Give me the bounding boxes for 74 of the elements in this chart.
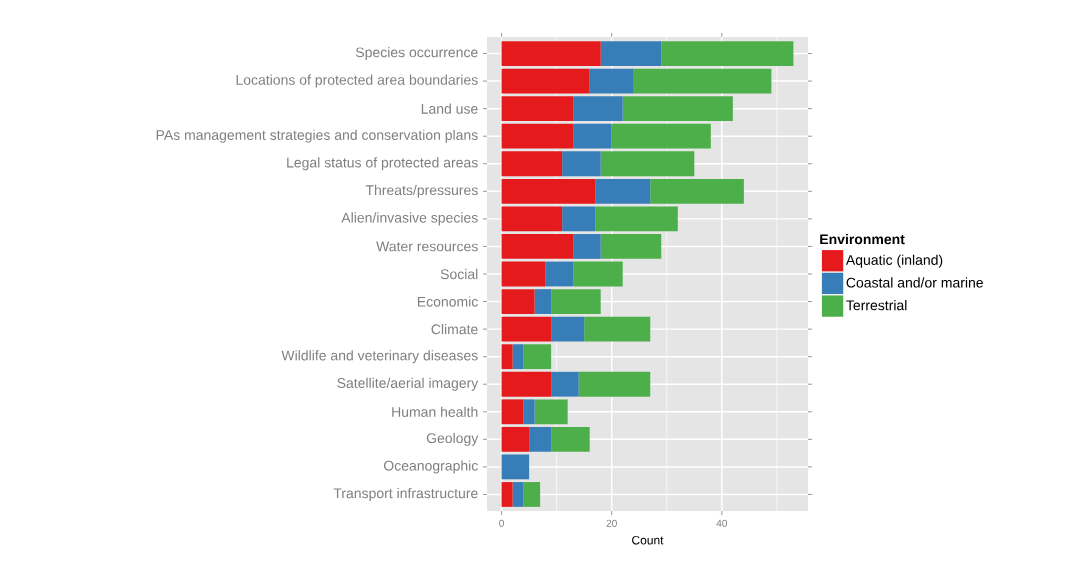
bar (534, 399, 568, 425)
bar (622, 96, 733, 122)
y-tick-label: Wildlife and veterinary diseases (281, 350, 478, 364)
bar (501, 123, 574, 149)
y-tick-label: Alien/invasive species (341, 212, 478, 226)
bar (551, 316, 585, 342)
bar (589, 68, 634, 94)
bar (501, 399, 524, 425)
bar (551, 289, 601, 314)
bar (501, 289, 535, 314)
legend-title: Environment (820, 233, 905, 245)
y-tick-label: Legal status of protected areas (287, 157, 478, 171)
bar (501, 234, 574, 259)
bar (512, 482, 524, 507)
bar (573, 96, 623, 122)
bar (501, 482, 513, 507)
y-tick-label: Species occurrence (355, 47, 478, 61)
legend-label: Terrestrial (846, 300, 907, 311)
y-tick-label: Oceanographic (384, 460, 478, 474)
bar (562, 206, 596, 232)
y-tick-label: Human health (392, 406, 478, 417)
bar (501, 371, 552, 397)
bar (595, 178, 651, 204)
legend-label: Coastal and/or marine (846, 277, 983, 288)
x-axis-title: Count (632, 535, 664, 545)
bar (501, 316, 552, 342)
bar (501, 96, 574, 122)
bar (523, 344, 552, 370)
x-tick-label: 0 (499, 519, 504, 527)
y-tick-label: Land use (421, 103, 478, 114)
y-tick-label: Economic (417, 296, 478, 307)
bar (573, 123, 612, 149)
bar (501, 68, 590, 94)
x-tick-label: 20 (606, 519, 617, 527)
bar (545, 261, 574, 287)
bar (501, 454, 530, 480)
bar (501, 206, 563, 232)
y-tick-label: Satellite/aerial imagery (337, 377, 479, 391)
bar (529, 426, 552, 452)
bar (600, 234, 662, 259)
legend-label: Aquatic (inland) (845, 254, 943, 268)
bar (523, 399, 535, 425)
x-tick-label: 40 (716, 519, 727, 527)
y-tick-label: Threats/pressures (365, 184, 478, 198)
bar (573, 234, 601, 259)
bar (578, 371, 651, 397)
bar (573, 261, 623, 287)
y-tick-label: Geology (426, 432, 479, 446)
bar (650, 178, 744, 204)
bar (501, 41, 601, 66)
bar (501, 426, 530, 452)
y-tick-label: Transport infrastructure (333, 487, 478, 501)
bar (562, 151, 601, 177)
y-tick-label: PAs management strategies and conservation plans (156, 129, 478, 143)
y-tick-label: Water resources (376, 241, 478, 252)
bar (611, 123, 711, 149)
bar (501, 261, 546, 287)
y-tick-label: Social (440, 268, 478, 280)
y-tick-label: Climate (431, 323, 478, 335)
bar (633, 68, 772, 94)
bar (501, 151, 563, 177)
bar (661, 41, 794, 66)
bar (584, 316, 651, 342)
bar (523, 482, 541, 507)
bar (551, 426, 590, 452)
bar (501, 178, 596, 204)
bar (600, 41, 662, 66)
bar (551, 371, 579, 397)
bar (534, 289, 552, 314)
y-tick-label: Locations of protected area boundaries (236, 74, 478, 88)
bar (501, 344, 513, 370)
bar (595, 206, 678, 232)
bar (600, 151, 695, 177)
bar (512, 344, 524, 370)
